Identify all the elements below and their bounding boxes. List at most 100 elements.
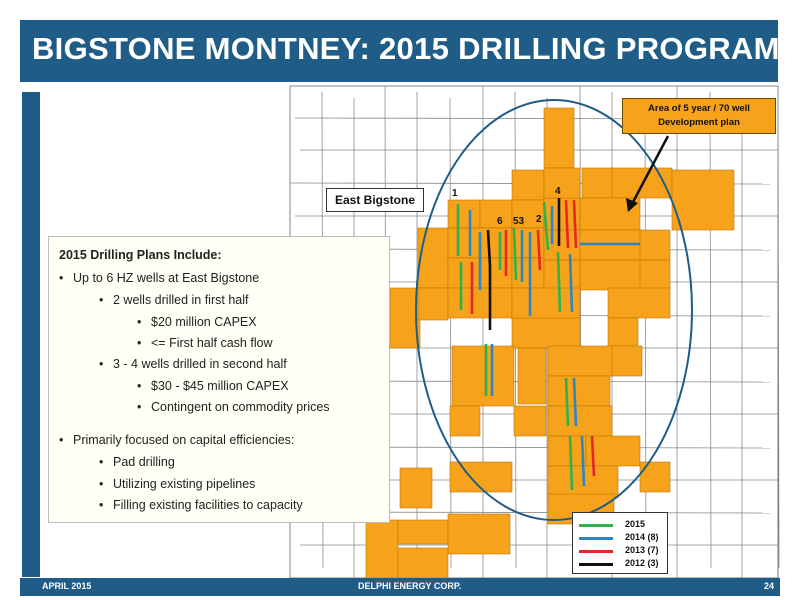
well-path	[568, 253, 574, 313]
plan-item: • $30 - $45 million CAPEX	[137, 379, 289, 393]
land-parcel	[451, 345, 515, 407]
well-path	[542, 201, 550, 251]
callout-arrow-head	[626, 198, 638, 212]
land-parcel	[513, 405, 547, 437]
plan-item-text: $20 million CAPEX	[151, 315, 257, 329]
well-path	[564, 377, 570, 427]
callout-arrow	[630, 135, 670, 205]
well-number-4: 4	[555, 186, 561, 197]
plan-item: • Utilizing existing pipelines	[99, 477, 255, 491]
land-parcel	[417, 227, 449, 289]
well-path	[536, 229, 542, 271]
well-path	[512, 227, 518, 281]
well-number-6: 6	[497, 216, 503, 227]
legend-swatch-2012	[579, 563, 613, 566]
land-parcel	[547, 345, 615, 377]
land-parcel	[511, 199, 545, 229]
development-plan-callout: Area of 5 year / 70 well Development pla…	[622, 98, 776, 134]
land-parcel	[511, 169, 545, 201]
bullet: •	[99, 477, 104, 491]
footer-date: APRIL 2015	[42, 581, 92, 591]
legend-swatch-2013	[579, 550, 613, 553]
land-parcel	[639, 229, 671, 261]
east-bigstone-label: East Bigstone	[326, 188, 424, 212]
land-parcel	[517, 347, 547, 405]
well-path	[590, 435, 596, 477]
bullet: •	[59, 271, 64, 285]
land-parcel	[581, 167, 615, 199]
well-path	[568, 435, 574, 491]
land-parcel	[365, 519, 399, 579]
legend-label: 2015	[625, 519, 646, 529]
plan-item-text: Utilizing existing pipelines	[113, 477, 256, 491]
well-path	[572, 377, 578, 427]
land-parcel	[399, 467, 433, 509]
land-parcel	[639, 259, 671, 291]
land-parcel	[397, 547, 449, 579]
plan-item-text: Pad drilling	[113, 455, 175, 469]
plan-item: • Filling existing facilities to capacity	[99, 498, 303, 512]
plan-item: • Primarily focused on capital efficienci…	[59, 433, 294, 447]
bullet: •	[99, 455, 104, 469]
land-parcel	[417, 287, 449, 321]
land-parcel	[447, 199, 481, 229]
legend-swatch-2014	[579, 537, 613, 540]
bullet: •	[99, 357, 104, 371]
plan-item: • Up to 6 HZ wells at East Bigstone	[59, 271, 259, 285]
land-parcel	[389, 287, 421, 349]
land-parcel	[639, 461, 671, 493]
well-path	[580, 435, 586, 487]
land-parcel	[547, 375, 611, 407]
well-path	[486, 229, 492, 330]
land-parcel	[611, 345, 643, 377]
plan-item: • 2 wells drilled in first half	[99, 293, 248, 307]
title-bar: BIGSTONE MONTNEY: 2015 DRILLING PROGRAM	[20, 20, 780, 82]
footer-company: DELPHI ENERGY CORP.	[358, 581, 462, 591]
callout-line-1: Area of 5 year / 70 well	[648, 103, 750, 114]
bullet: •	[99, 293, 104, 307]
plan-item-text: <= First half cash flow	[151, 336, 273, 350]
bullet: •	[59, 433, 64, 447]
plan-item: • <= First half cash flow	[137, 336, 273, 350]
plan-item: • 3 - 4 wells drilled in second half	[99, 357, 287, 371]
plan-item-text: Up to 6 HZ wells at East Bigstone	[73, 271, 260, 285]
page-title: BIGSTONE MONTNEY: 2015 DRILLING PROGRAM	[32, 31, 780, 66]
plan-item-text: Filling existing facilities to capacity	[113, 498, 303, 512]
land-parcel	[449, 405, 481, 437]
land-parcel	[543, 167, 581, 201]
well-number-53: 53	[513, 216, 525, 227]
plan-item-text: Primarily focused on capital efficiencie…	[73, 433, 295, 447]
land-parcel	[607, 317, 639, 349]
land-parcel	[511, 287, 581, 321]
land-parcel	[447, 513, 511, 555]
development-area-ellipse	[415, 99, 693, 521]
land-parcel	[671, 169, 735, 231]
plan-item-text: 3 - 4 wells drilled in second half	[113, 357, 287, 371]
land-parcel	[447, 287, 513, 319]
land-parcel	[585, 435, 641, 467]
plan-item: • Pad drilling	[99, 455, 175, 469]
legend-label: 2013 (7)	[625, 545, 659, 555]
land-parcel	[547, 435, 587, 467]
bullet: •	[137, 315, 142, 329]
page-number: 24	[764, 581, 775, 591]
drilling-plans-box: 2015 Drilling Plans Include: • Up to 6 HZ…	[48, 236, 390, 523]
land-parcel	[579, 259, 643, 291]
land-parcel	[479, 199, 513, 229]
land-parcel	[397, 519, 449, 545]
bullet: •	[137, 336, 142, 350]
footer-bar: APRIL 2015 DELPHI ENERGY CORP. 24	[20, 578, 780, 596]
bullet: •	[137, 400, 142, 414]
land-parcel	[547, 405, 613, 437]
bullet: •	[99, 498, 104, 512]
well-number-2: 2	[536, 214, 542, 225]
legend-label: 2014 (8)	[625, 532, 659, 542]
land-parcel	[607, 287, 671, 319]
land-parcel	[543, 259, 581, 291]
plan-item-text: $30 - $45 million CAPEX	[151, 379, 289, 393]
bullet: •	[137, 379, 142, 393]
plan-item: • $20 million CAPEX	[137, 315, 257, 329]
plan-item: • Contingent on commodity prices	[137, 400, 330, 414]
land-parcel	[543, 107, 575, 169]
legend-label: 2012 (3)	[625, 558, 659, 568]
